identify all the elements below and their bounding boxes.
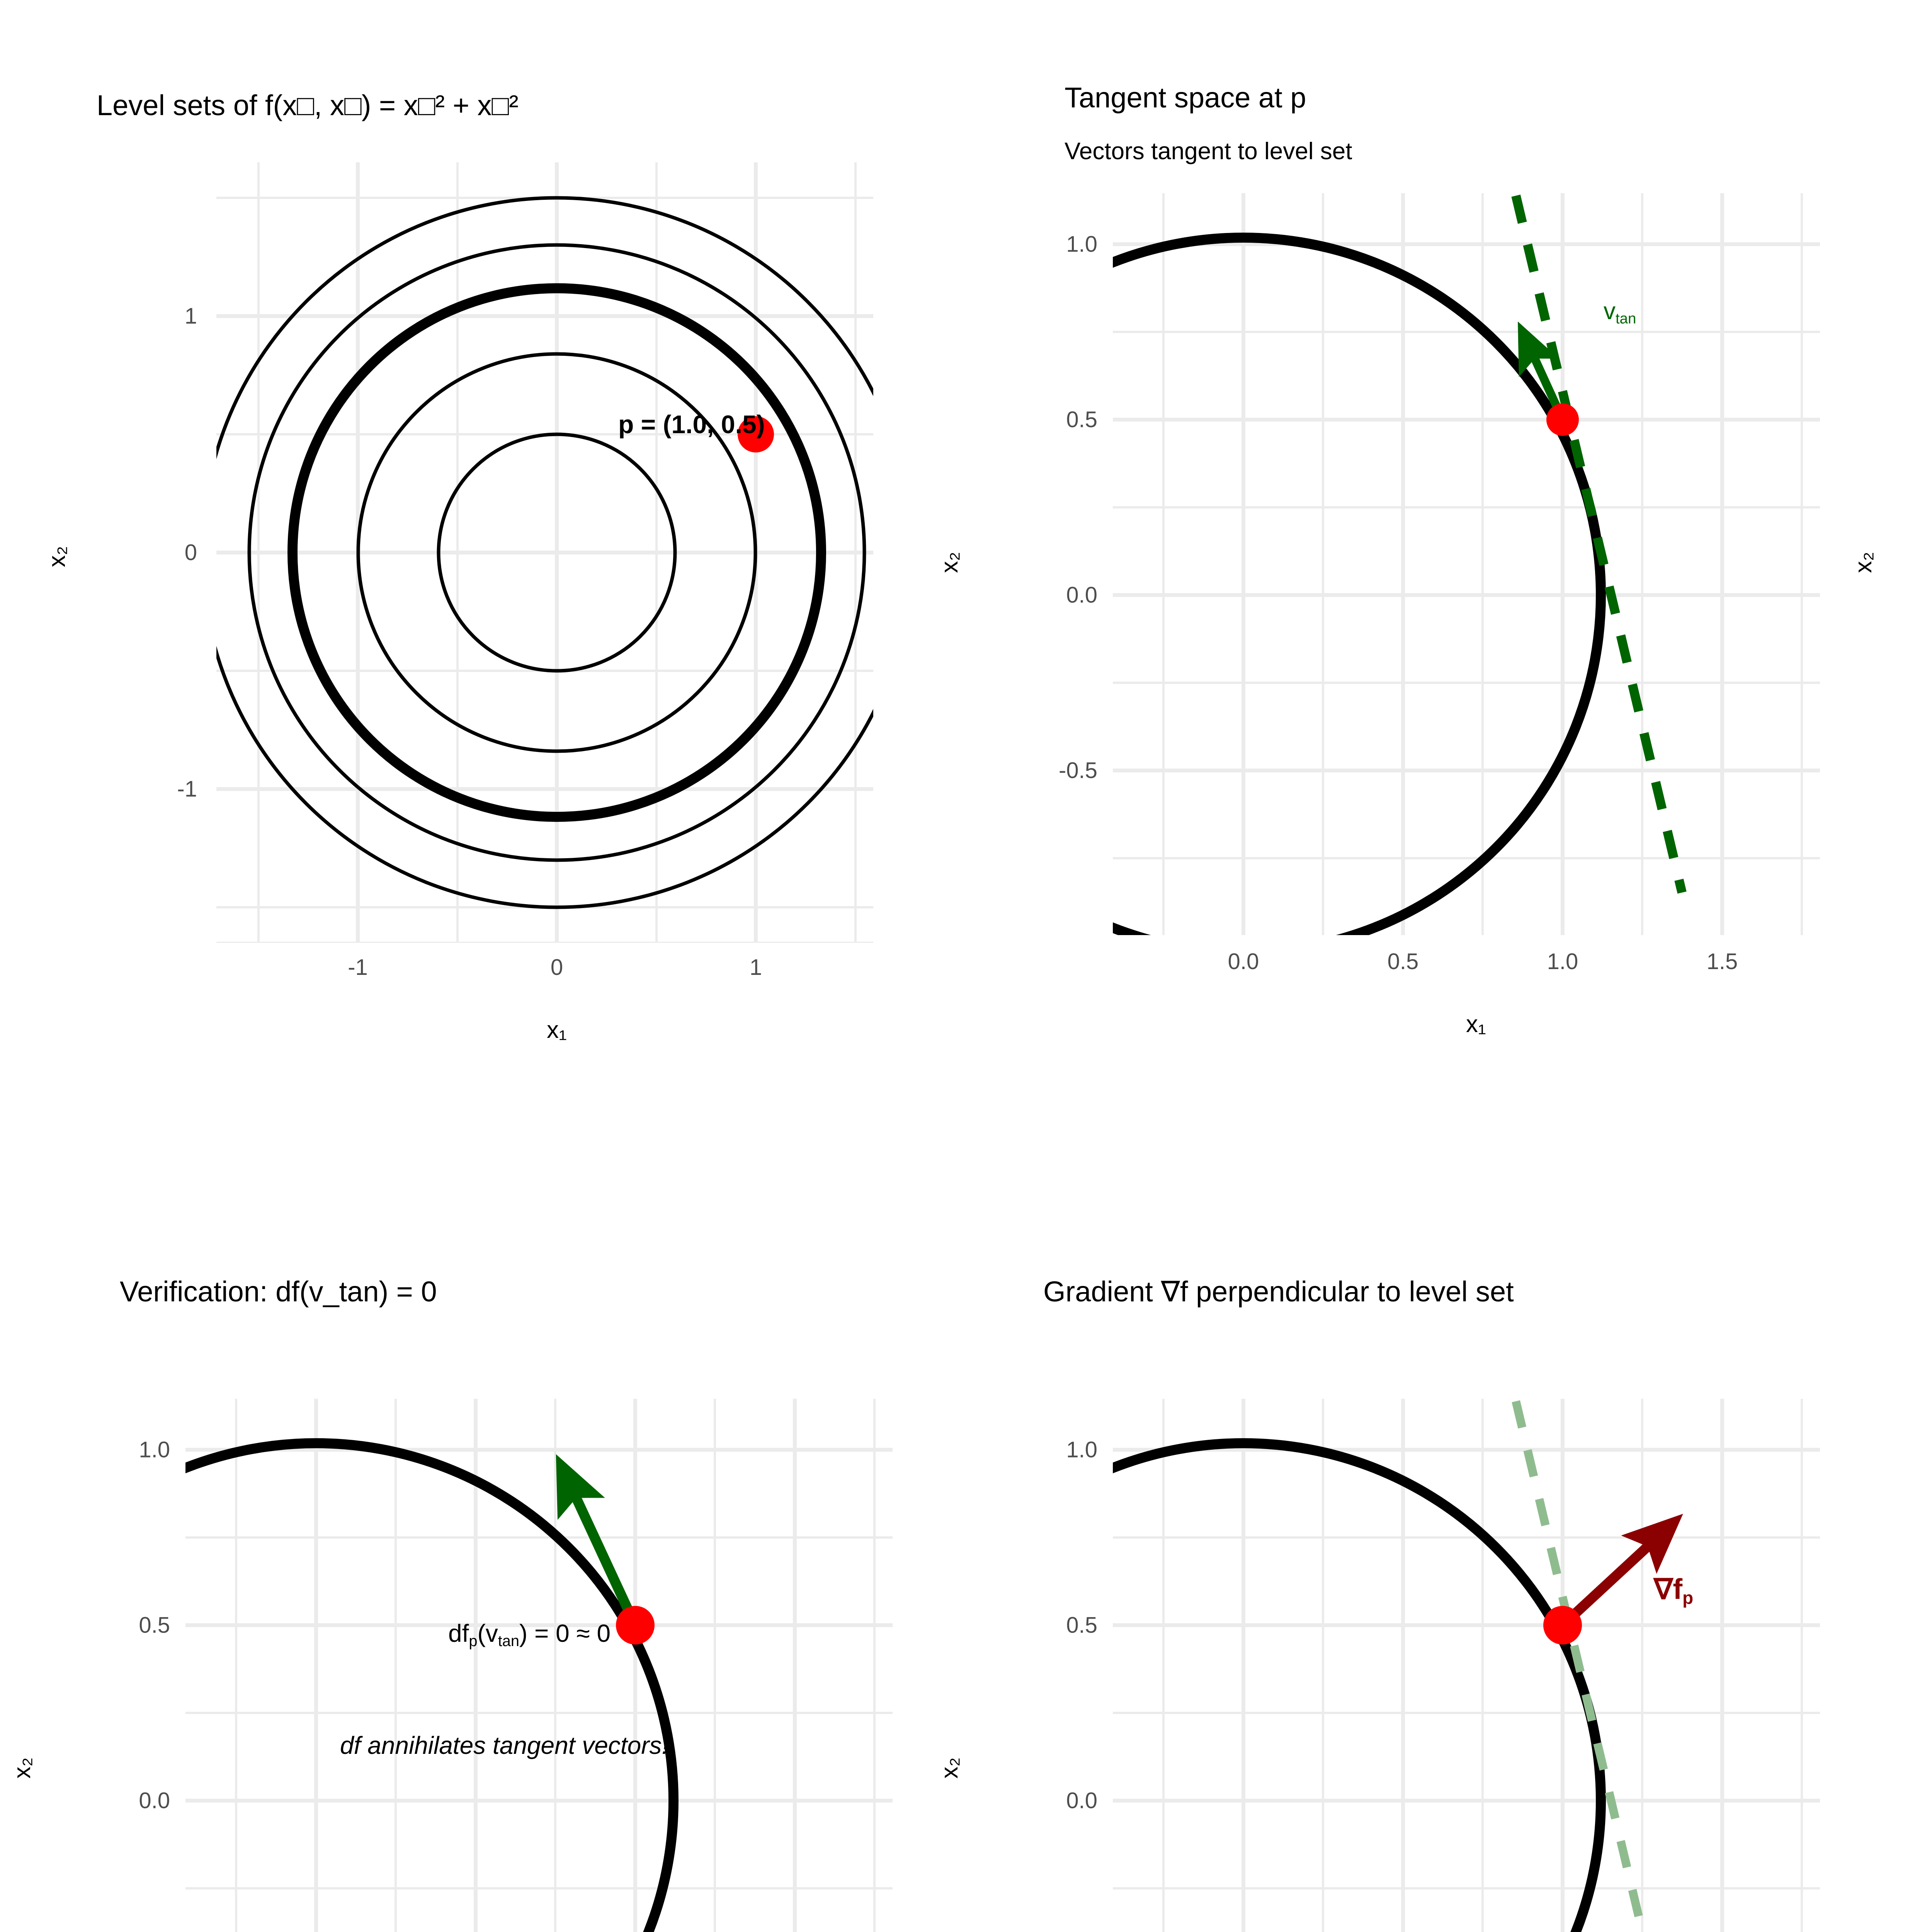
panel-subtitle: Vectors tangent to level set (1065, 138, 1352, 165)
point-p (1543, 1606, 1582, 1645)
grid-lines (1113, 1399, 1820, 1932)
plot-area-gradient (1113, 1399, 1820, 1932)
xtick-1: 0.5 (1387, 949, 1419, 974)
ytick-1: 0.0 (139, 1788, 170, 1813)
grid-lines (1113, 193, 1820, 935)
grid-lines (216, 162, 873, 943)
annot-tail: ) = 0 ≈ 0 (519, 1619, 611, 1647)
annot-df: df (448, 1619, 469, 1647)
annot-open-v: (v (477, 1619, 498, 1647)
grid-lines (185, 1399, 893, 1932)
vector-label-sub: tan (1616, 310, 1636, 327)
plot-area-level-sets (216, 162, 873, 943)
panel-verification: Verification: df(v_tan) = 0 (0, 1159, 927, 1932)
y-axis-label: x₂ (1850, 551, 1877, 573)
xtick-1: 0 (550, 955, 563, 980)
panel-title: Gradient ∇f perpendicular to level set (1043, 1276, 1514, 1308)
level-set-curve (1113, 1438, 1606, 1932)
point-label-p: p = (1.0, 0.5) (618, 410, 765, 439)
xtick-0: 0.0 (1228, 949, 1259, 974)
annot-v-sub: tan (498, 1633, 519, 1650)
annotation-annihilates: df annihilates tangent vectors! (340, 1731, 669, 1759)
panel-level-sets: Level sets of f(x□, x□) = x□² + x□² (0, 0, 927, 1121)
ytick-3: 1.0 (1066, 231, 1097, 257)
panel-tangent-space: Tangent space at p Vectors tangent to le… (927, 0, 1855, 1121)
panel-title: Verification: df(v_tan) = 0 (120, 1276, 437, 1308)
vector-label-base: v (1604, 298, 1616, 325)
ytick-0: -0.5 (1913, 742, 1932, 768)
ytick-1: 0 (184, 540, 197, 565)
xtick-3: 1.5 (1706, 949, 1738, 974)
y-axis-label: x₂ (9, 1757, 36, 1779)
plot-area-tangent-space (1113, 193, 1820, 935)
y-axis-label: x₂ (936, 551, 963, 573)
panel-summary-text: At point p = (1.0, 0.5): LEVEL SET: • Ci… (1855, 1159, 1932, 1932)
xtick-2: 1.0 (1547, 949, 1578, 974)
ytick-0: -1 (177, 776, 197, 802)
vector-label-grad-f: ∇fp (1654, 1573, 1693, 1608)
contour-circles (216, 196, 873, 909)
y-axis-label: x₂ (936, 1757, 963, 1779)
panel-covector-field: df as covector field Hyperplanes paralle… (1850, 0, 1932, 1121)
y-axis-label: x₂ (44, 546, 71, 568)
ytick-2: 1 (184, 303, 197, 329)
ytick-1: 0.0 (1913, 570, 1932, 595)
level-set-curve (1113, 233, 1606, 935)
ytick-1: 0.0 (1066, 1788, 1097, 1813)
point-p (616, 1606, 655, 1645)
ytick-3: 1.0 (1066, 1437, 1097, 1463)
ytick-2: 0.5 (1066, 407, 1097, 432)
ytick-2: 0.5 (1913, 397, 1932, 423)
annot-df-sub: p (469, 1633, 478, 1650)
ytick-2: 0.5 (139, 1612, 170, 1638)
x-axis-label: x₁ (1466, 1011, 1486, 1037)
ytick-2: 0.5 (1066, 1612, 1097, 1638)
point-p (1546, 403, 1579, 436)
ytick-0: -0.5 (1059, 758, 1097, 783)
panel-gradient: Gradient ∇f perpendicular to level set (927, 1159, 1855, 1932)
ytick-1: 0.0 (1066, 582, 1097, 608)
annotation-df-equals-zero: dfp(vtan) = 0 ≈ 0 (448, 1619, 611, 1650)
level-set-curve (185, 1438, 679, 1932)
xtick-0: -1 (348, 955, 368, 980)
vector-label-v-tan: vtan (1604, 298, 1636, 327)
vector-v-tan (556, 1454, 640, 1628)
plot-area-verification (185, 1399, 893, 1932)
tangent-line (1510, 193, 1687, 894)
grad-label-base: ∇f (1654, 1573, 1683, 1605)
vector-gradient (1559, 1514, 1683, 1629)
ytick-3: 1.0 (1913, 225, 1932, 251)
point-p (738, 416, 774, 452)
x-axis-label: x₁ (547, 1017, 567, 1043)
panel-title: Tangent space at p (1065, 82, 1306, 114)
ytick-3: 1.0 (139, 1437, 170, 1463)
grad-label-sub: p (1682, 1587, 1694, 1608)
xtick-2: 1 (749, 955, 762, 980)
panel-title: Level sets of f(x□, x□) = x□² + x□² (97, 89, 519, 121)
